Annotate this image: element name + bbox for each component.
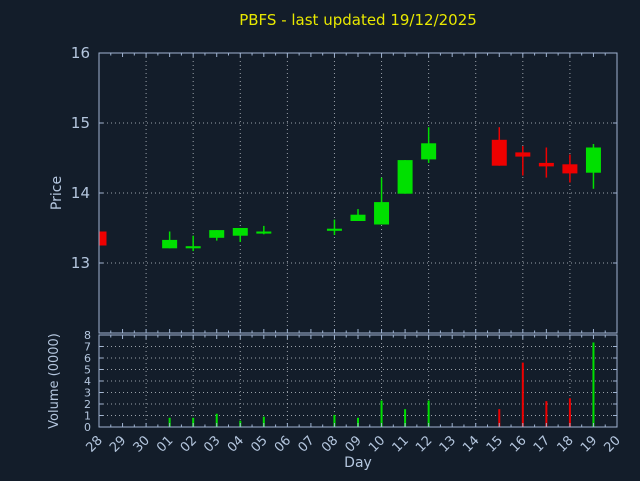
candle-day-10 — [374, 177, 390, 225]
volume-bar-day-16 — [521, 362, 524, 427]
volume-bar-day-01 — [168, 417, 171, 427]
x-tick-label-19: 19 — [578, 433, 600, 455]
x-tick-label-10: 10 — [366, 433, 388, 455]
volume-bar-day-05 — [262, 416, 265, 427]
volume-tick-label-4: 4 — [84, 375, 91, 388]
volume-bar-day-12 — [427, 400, 430, 427]
volume-bar-day-02 — [192, 417, 195, 427]
candle-body-day-18 — [562, 164, 578, 174]
x-tick-label-28: 28 — [84, 433, 106, 455]
x-tick-label-20: 20 — [602, 433, 624, 455]
volume-bar-day-03 — [215, 413, 218, 427]
candle-body-day-10 — [374, 202, 390, 225]
candle-day-18 — [562, 154, 578, 183]
volume-tick-label-8: 8 — [84, 329, 91, 342]
volume-bar-day-19 — [592, 342, 595, 427]
candle-body-day-11 — [397, 160, 413, 194]
x-tick-label-14: 14 — [460, 433, 482, 455]
day-axis-label: Day — [344, 455, 372, 471]
candle-body-day-01 — [162, 239, 178, 249]
candle-body-day-12 — [421, 143, 437, 160]
volume-bar-day-09 — [357, 417, 359, 427]
volume-bar-day-10 — [380, 400, 383, 427]
candle-body-day-02 — [185, 246, 201, 249]
x-tick-label-01: 01 — [154, 433, 176, 455]
volume-tick-label-1: 1 — [84, 410, 91, 423]
candle-day-04 — [232, 228, 248, 242]
candle-day-05 — [256, 225, 272, 235]
candle-day-17 — [538, 147, 554, 178]
volume-tick-label-5: 5 — [84, 364, 91, 377]
volume-tick-label-3: 3 — [84, 387, 91, 400]
candle-body-day-15 — [491, 139, 507, 166]
x-tick-label-08: 08 — [319, 433, 341, 455]
volume-tick-label-2: 2 — [84, 398, 91, 411]
x-tick-label-15: 15 — [484, 433, 506, 455]
candle-body-day-28 — [99, 231, 107, 246]
candle-day-12 — [421, 127, 437, 163]
candle-body-day-04 — [232, 228, 248, 236]
x-tick-label-09: 09 — [343, 433, 365, 455]
candle-day-01 — [162, 231, 178, 249]
price-tick-label-15: 15 — [71, 114, 90, 132]
volume-bar-day-18 — [568, 398, 571, 427]
x-tick-label-03: 03 — [201, 433, 223, 455]
candle-day-09 — [350, 209, 366, 221]
candle-day-08 — [326, 219, 342, 235]
candles-layer — [99, 127, 601, 252]
candle-body-day-19 — [585, 147, 601, 173]
x-tick-label-06: 06 — [272, 433, 294, 455]
x-tick-label-16: 16 — [507, 433, 529, 455]
candle-day-15 — [491, 127, 507, 166]
x-tick-label-17: 17 — [531, 433, 553, 455]
candle-day-11 — [397, 160, 413, 194]
x-tick-label-29: 29 — [107, 433, 129, 455]
candle-day-28 — [99, 231, 107, 246]
price-tick-label-14: 14 — [71, 184, 90, 202]
volume-tick-label-7: 7 — [84, 341, 91, 354]
x-tick-label-11: 11 — [390, 433, 412, 455]
x-tick-label-30: 30 — [131, 433, 153, 455]
candle-day-02 — [185, 235, 201, 252]
candle-day-19 — [585, 144, 601, 189]
candle-day-16 — [515, 146, 531, 176]
candle-day-03 — [209, 230, 225, 241]
candle-body-day-09 — [350, 214, 366, 221]
volume-tick-label-0: 0 — [84, 421, 91, 434]
price-tick-label-13: 13 — [71, 254, 90, 272]
volume-tick-label-6: 6 — [84, 352, 91, 365]
candle-body-day-03 — [209, 230, 225, 238]
volume-bar-day-08 — [333, 414, 336, 427]
x-tick-label-18: 18 — [554, 433, 576, 455]
x-tick-label-13: 13 — [437, 433, 459, 455]
volume-bar-day-11 — [404, 409, 407, 427]
volume-bar-day-15 — [498, 409, 501, 427]
candle-body-day-05 — [256, 231, 272, 234]
chart-title: PBFS - last updated 19/12/2025 — [239, 11, 477, 29]
candle-body-day-16 — [515, 152, 531, 157]
volume-bar-day-17 — [545, 401, 548, 427]
volume-bars-layer — [168, 342, 595, 427]
axes-layer — [98, 52, 618, 428]
price-tick-label-16: 16 — [71, 44, 90, 62]
x-tick-label-04: 04 — [225, 433, 247, 455]
x-tick-label-02: 02 — [178, 433, 200, 455]
candle-body-day-17 — [538, 162, 554, 167]
x-tick-label-07: 07 — [295, 433, 317, 455]
x-tick-label-05: 05 — [248, 433, 270, 455]
x-tick-label-12: 12 — [413, 433, 435, 455]
candle-body-day-08 — [326, 228, 342, 231]
